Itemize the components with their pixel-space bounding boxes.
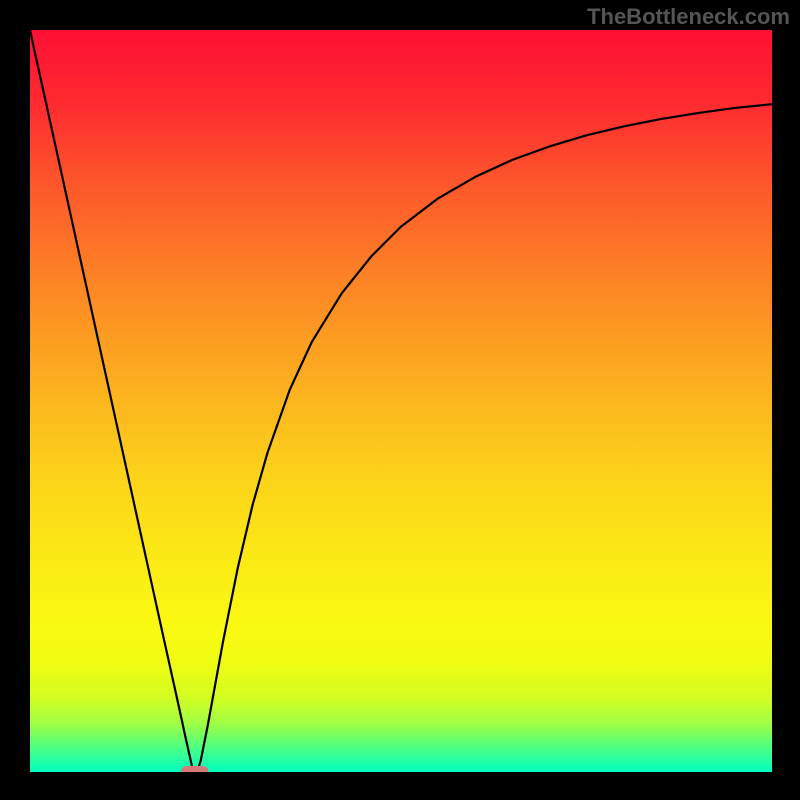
minimum-marker bbox=[181, 766, 209, 772]
plot-area bbox=[30, 30, 772, 772]
gradient-background bbox=[30, 30, 772, 772]
plot-svg bbox=[30, 30, 772, 772]
chart-container: TheBottleneck.com bbox=[0, 0, 800, 800]
watermark-text: TheBottleneck.com bbox=[587, 4, 790, 30]
